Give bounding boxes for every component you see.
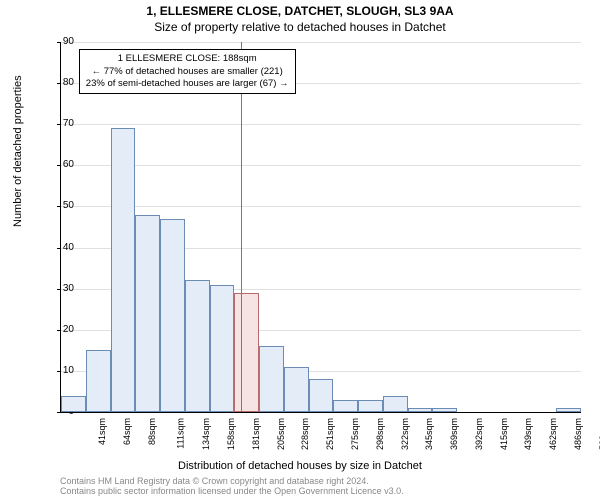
footnote-line2: Contains public sector information licen… [60, 486, 404, 496]
x-tick-label: 158sqm [226, 418, 236, 450]
annotation-line: ← 77% of detached houses are smaller (22… [86, 66, 289, 78]
x-tick-label: 345sqm [424, 418, 434, 450]
histogram-bar [309, 379, 334, 412]
histogram-bar [556, 408, 581, 412]
annotation-box: 1 ELLESMERE CLOSE: 188sqm← 77% of detach… [79, 49, 296, 94]
histogram-bar [383, 396, 408, 412]
gridline [61, 124, 581, 125]
histogram-bar [408, 408, 433, 412]
x-tick-label: 134sqm [201, 418, 211, 450]
footnote-line1: Contains HM Land Registry data © Crown c… [60, 476, 404, 486]
x-tick-label: 322sqm [400, 418, 410, 450]
x-tick-label: 392sqm [474, 418, 484, 450]
x-tick-label: 486sqm [573, 418, 583, 450]
histogram-bar [160, 219, 185, 412]
plot-area [60, 42, 581, 413]
x-tick-label: 111sqm [175, 418, 185, 449]
chart-title-sub: Size of property relative to detached ho… [0, 20, 600, 34]
histogram-bar [61, 396, 86, 412]
x-tick-label: 64sqm [122, 418, 132, 445]
annotation-line: 23% of semi-detached houses are larger (… [86, 78, 289, 90]
chart-title-main: 1, ELLESMERE CLOSE, DATCHET, SLOUGH, SL3… [0, 4, 600, 18]
histogram-bar [432, 408, 457, 412]
histogram-bar [259, 346, 284, 412]
histogram-bar [234, 293, 259, 412]
x-tick-label: 462sqm [548, 418, 558, 450]
y-tick-label: 90 [44, 36, 74, 47]
gridline [61, 206, 581, 207]
x-tick-label: 439sqm [523, 418, 533, 450]
histogram-bar [86, 350, 111, 412]
histogram-bar [358, 400, 383, 412]
y-tick-label: 20 [44, 324, 74, 335]
x-tick-label: 41sqm [97, 418, 107, 445]
y-tick-label: 40 [44, 242, 74, 253]
footnote: Contains HM Land Registry data © Crown c… [60, 476, 404, 496]
histogram-bar [333, 400, 358, 412]
annotation-line: 1 ELLESMERE CLOSE: 188sqm [86, 53, 289, 65]
histogram-bar [185, 280, 210, 412]
histogram-bar [135, 215, 160, 412]
histogram-bar [111, 128, 136, 412]
y-tick-label: 80 [44, 77, 74, 88]
x-tick-label: 369sqm [449, 418, 459, 450]
x-tick-label: 251sqm [325, 418, 335, 450]
y-tick-label: 60 [44, 159, 74, 170]
x-tick-label: 88sqm [147, 418, 157, 445]
property-marker-line [241, 42, 242, 412]
x-tick-label: 181sqm [251, 418, 261, 450]
y-axis-label: Number of detached properties [12, 75, 24, 227]
histogram-bar [284, 367, 309, 412]
x-tick-label: 275sqm [350, 418, 360, 450]
chart-container: 1, ELLESMERE CLOSE, DATCHET, SLOUGH, SL3… [0, 0, 600, 500]
y-tick-label: 70 [44, 118, 74, 129]
y-tick-label: 50 [44, 200, 74, 211]
x-tick-label: 228sqm [301, 418, 311, 450]
x-tick-label: 415sqm [499, 418, 509, 450]
gridline [61, 165, 581, 166]
histogram-bar [210, 285, 235, 412]
x-tick-label: 298sqm [375, 418, 385, 450]
y-tick-label: 30 [44, 283, 74, 294]
x-tick-label: 205sqm [276, 418, 286, 450]
x-axis-label: Distribution of detached houses by size … [0, 460, 600, 472]
gridline [61, 42, 581, 43]
y-tick-label: 10 [44, 365, 74, 376]
